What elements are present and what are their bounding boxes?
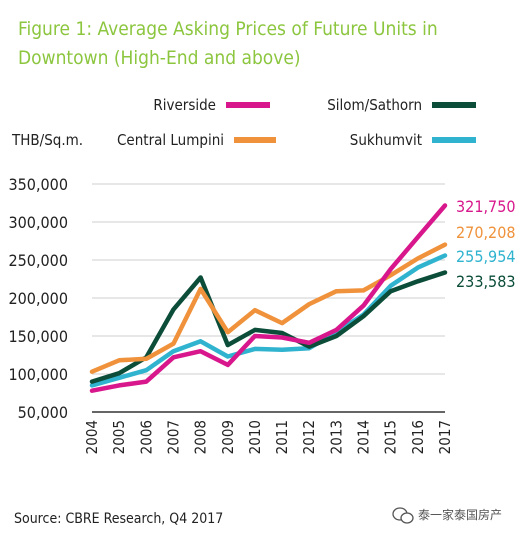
series-line-sukhumvit [89, 253, 448, 388]
x-tick-label: 2015 [382, 420, 400, 454]
end-label-silom-sathorn: 233,583 [456, 272, 516, 291]
y-axis-label: THB/Sq.m. [11, 131, 83, 149]
x-tick-label: 2016 [409, 420, 427, 454]
y-tick-label: 250,000 [8, 251, 68, 270]
x-tick-label: 2008 [192, 420, 210, 454]
legend-label-silom-sathorn: Silom/Sathorn [327, 96, 422, 114]
legend-label-riverside: Riverside [153, 96, 216, 114]
end-value-labels: 321,750 270,208 233,583 255,954 [456, 197, 516, 291]
y-tick-label: 200,000 [8, 289, 68, 308]
x-axis-ticks: 2004 2005 2006 2007 2008 2009 2010 2011 2012 2013… [83, 420, 454, 454]
y-tick-label: 350,000 [8, 175, 68, 194]
x-tick-label: 2009 [219, 420, 237, 454]
watermark: 泰一家泰国房产 [392, 507, 502, 524]
x-tick-label: 2007 [164, 420, 182, 454]
x-tick-label: 2017 [436, 420, 454, 454]
watermark-text: 泰一家泰国房产 [418, 507, 502, 522]
x-tick-label: 2012 [300, 420, 318, 454]
wechat-icon [392, 507, 414, 524]
chart-title-line-1: Figure 1: Average Asking Prices of Futur… [18, 18, 438, 40]
end-label-sukhumvit: 255,954 [456, 247, 516, 266]
x-tick-label: 2013 [327, 420, 345, 454]
chart-title-line-2: Downtown (High-End and above) [18, 47, 301, 69]
series-line-silom-sathorn [89, 270, 448, 384]
x-tick-label: 2011 [273, 420, 291, 454]
x-tick-label: 2006 [137, 420, 155, 454]
x-tick-label: 2005 [110, 420, 128, 454]
y-tick-label: 50,000 [18, 403, 68, 422]
source-note: Source: CBRE Research, Q4 2017 [14, 511, 223, 527]
end-label-riverside: 321,750 [456, 197, 516, 216]
series-line-riverside [89, 203, 448, 393]
x-tick-label: 2004 [83, 420, 101, 454]
legend: Riverside Central Lumpini Silom/Sathorn … [117, 96, 476, 149]
series-line-central-lumpini [89, 242, 448, 374]
legend-label-sukhumvit: Sukhumvit [350, 131, 422, 149]
y-tick-label: 100,000 [8, 365, 68, 384]
x-tick-label: 2010 [246, 420, 264, 454]
series-lines [89, 203, 448, 393]
y-tick-label: 150,000 [8, 327, 68, 346]
x-tick-label: 2014 [355, 420, 373, 454]
legend-label-central-lumpini: Central Lumpini [117, 131, 224, 149]
end-label-central-lumpini: 270,208 [456, 223, 516, 242]
y-tick-label: 300,000 [8, 213, 68, 232]
y-axis-ticks: 50,000 100,000 150,000 200,000 250,000 300,00… [8, 175, 68, 422]
gridlines [92, 183, 445, 413]
